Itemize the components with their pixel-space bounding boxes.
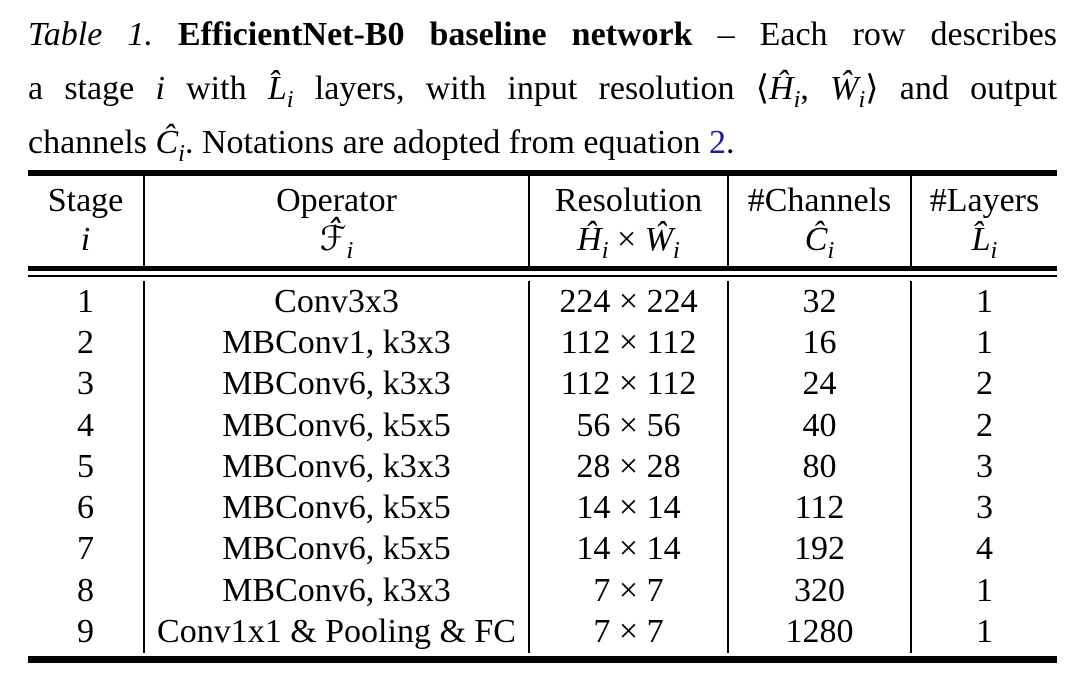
cell-resolution: 7 × 7 (528, 611, 727, 653)
table-caption: Table 1. EfficientNet-B0 baseline networ… (28, 8, 1057, 170)
cell-layers: 1 (910, 322, 1057, 364)
col-header-label: #Layers (929, 182, 1040, 219)
table-body: 1 Conv3x3 224 × 224 32 1 2 MBConv1, k3x3… (28, 281, 1057, 653)
caption-title: EfficientNet-B0 baseline network (152, 16, 693, 53)
math-L-hat-i: L̂i (971, 221, 998, 264)
times-sign: × (608, 221, 645, 258)
math-W-hat-i: Ŵi (644, 221, 680, 264)
efficientnet-b0-table: Stage i Operator ℱ̂i Resolution Ĥi × Ŵi … (28, 170, 1057, 663)
math-F-hat-i: ℱ̂i (319, 221, 354, 264)
table-top-rule (28, 170, 1057, 176)
cell-channels: 80 (727, 446, 910, 488)
cell-resolution: 112 × 112 (528, 363, 727, 405)
col-header-label: #Channels (747, 182, 892, 219)
cell-layers: 1 (910, 611, 1057, 653)
table-bottom-rule (28, 655, 1057, 663)
math-H-hat-i: Ĥi (769, 70, 801, 113)
col-header-operator: Operator ℱ̂i (143, 176, 528, 266)
cell-stage: 2 (77, 323, 94, 361)
cell-operator: MBConv6, k5x5 (143, 528, 528, 571)
header-rule-gap (28, 271, 1057, 275)
cell-operator: MBConv6, k3x3 (143, 446, 528, 488)
cell-resolution: 7 × 7 (528, 570, 727, 612)
cell-layers: 2 (910, 404, 1057, 447)
cell-stage: 7 (77, 530, 94, 568)
math-i: i (80, 221, 91, 258)
caption-text: a stage (28, 70, 156, 107)
cell-stage: 5 (77, 447, 94, 485)
math-i: i (155, 70, 165, 107)
cell-stage: 6 (77, 489, 94, 527)
cell-layers: 3 (910, 446, 1057, 488)
cell-layers: 2 (910, 363, 1057, 405)
langle-bracket: ⟨ (755, 70, 770, 107)
math-H-times-W: Ĥi × Ŵi (577, 221, 680, 264)
caption-text: – Each row describes (692, 16, 1057, 53)
cell-stage: 9 (77, 613, 94, 651)
math-H-hat-i: Ĥi (577, 221, 609, 264)
cell-operator: MBConv1, k3x3 (143, 322, 528, 364)
cell-channels: 32 (727, 281, 910, 323)
col-header-stage: Stage i (28, 176, 143, 266)
cell-layers: 4 (910, 528, 1057, 571)
paper-table-figure: Table 1. EfficientNet-B0 baseline networ… (0, 8, 1082, 680)
cell-resolution: 224 × 224 (528, 281, 727, 323)
col-header-label: Resolution (554, 182, 703, 219)
caption-text: . Notations are adopted from equation (184, 124, 709, 161)
cell-operator: Conv3x3 (143, 281, 528, 323)
col-header-channels: #Channels Ĉi (727, 176, 910, 266)
col-header-label: Operator (276, 182, 397, 219)
cell-operator: Conv1x1 & Pooling & FC (143, 611, 528, 653)
col-header-label: Stage (47, 182, 124, 219)
cell-operator: MBConv6, k5x5 (143, 487, 528, 529)
table-header-row: Stage i Operator ℱ̂i Resolution Ĥi × Ŵi … (28, 176, 1057, 266)
cell-layers: 1 (910, 281, 1057, 323)
col-header-layers: #Layers L̂i (910, 176, 1057, 266)
cell-resolution: 28 × 28 (528, 446, 727, 488)
math-L-hat-i: L̂i (267, 70, 294, 113)
cell-operator: MBConv6, k5x5 (143, 404, 528, 447)
cell-channels: 16 (727, 322, 910, 364)
caption-text: layers, with input resolution (293, 70, 756, 107)
col-header-resolution: Resolution Ĥi × Ŵi (528, 176, 727, 266)
cell-layers: 1 (910, 570, 1057, 612)
cell-stage: 4 (77, 406, 94, 444)
caption-line-3: channels Ĉi. Notations are adopted from … (28, 116, 1057, 170)
caption-text: and output (878, 70, 1058, 107)
header-rule-thin (28, 275, 1057, 277)
cell-resolution: 14 × 14 (528, 487, 727, 529)
cell-channels: 192 (727, 528, 910, 571)
header-rule-thick (28, 266, 1057, 271)
cell-resolution: 56 × 56 (528, 404, 727, 447)
cell-operator: MBConv6, k3x3 (143, 570, 528, 612)
caption-line-2: a stage i with L̂i layers, with input re… (28, 62, 1057, 116)
cell-stage: 8 (77, 571, 94, 609)
cell-channels: 320 (727, 570, 910, 612)
cell-stage: 1 (77, 282, 94, 320)
caption-text: with (164, 70, 268, 107)
caption-text: , (800, 70, 831, 107)
cell-stage: 3 (77, 365, 94, 403)
caption-text: . (725, 124, 735, 161)
cell-layers: 3 (910, 487, 1057, 529)
caption-line-1: Table 1. EfficientNet-B0 baseline networ… (28, 8, 1057, 62)
cell-channels: 1280 (727, 611, 910, 653)
cell-resolution: 112 × 112 (528, 322, 727, 364)
cell-operator: MBConv6, k3x3 (143, 363, 528, 405)
caption-table-label: Table 1. (28, 16, 153, 53)
equation-2-link[interactable]: 2 (708, 124, 726, 161)
math-C-hat-i: Ĉi (804, 221, 835, 264)
cell-resolution: 14 × 14 (528, 528, 727, 571)
math-C-hat-i: Ĉi (155, 124, 185, 167)
cell-channels: 112 (727, 487, 910, 529)
caption-text: channels (28, 124, 156, 161)
cell-channels: 40 (727, 404, 910, 447)
math-W-hat-i: Ŵi (830, 70, 866, 113)
cell-channels: 24 (727, 363, 910, 405)
rangle-bracket: ⟩ (865, 70, 879, 107)
